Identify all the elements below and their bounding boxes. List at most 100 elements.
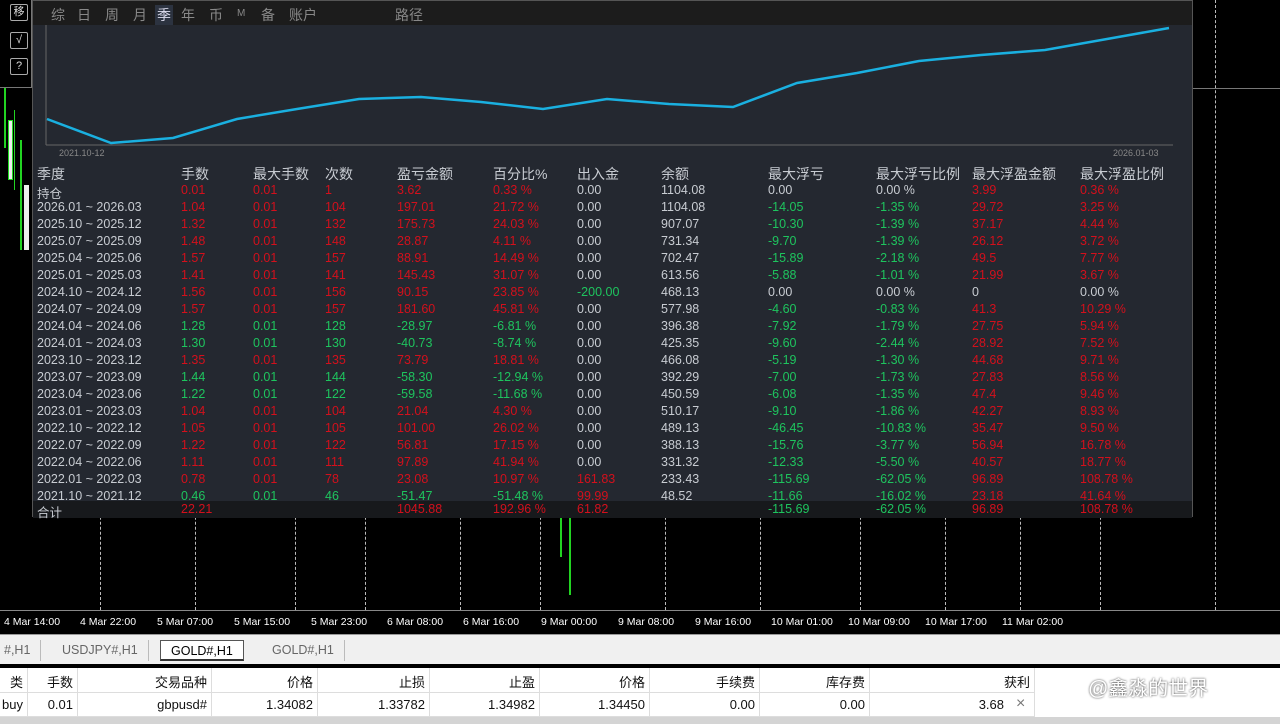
order-cell-5: 1.34982 xyxy=(430,693,540,717)
cell-最大浮亏: -15.89 xyxy=(768,251,804,265)
tab-5[interactable]: 年 xyxy=(181,7,195,23)
cell-最大浮盈比例: 5.94 % xyxy=(1080,319,1119,333)
tab-1[interactable]: 日 xyxy=(77,7,91,23)
column-header-0[interactable]: 类型 xyxy=(0,668,28,709)
cell-季度: 2025.07 ~ 2025.09 xyxy=(37,234,142,248)
cell-百分比%: -12.94 % xyxy=(493,370,544,384)
cell-最大浮亏比例: -16.02 % xyxy=(876,489,927,503)
cell-次数: 157 xyxy=(325,302,346,316)
cell-手数: 1.04 xyxy=(181,404,206,418)
cell-最大浮盈比例: 最大浮盈比例 xyxy=(1080,166,1164,182)
cell-次数: 122 xyxy=(325,438,346,452)
column-header-5[interactable]: 止盈 xyxy=(430,668,540,693)
cell-季度: 2025.04 ~ 2025.06 xyxy=(37,251,142,265)
cell-出入金: 0.00 xyxy=(577,200,602,214)
cell-最大浮盈金额: 21.99 xyxy=(972,268,1004,282)
grid-line xyxy=(1215,0,1216,610)
order-cell-1: 0.01 xyxy=(28,693,78,717)
tab-9[interactable]: 账户 xyxy=(289,7,317,23)
cell-出入金: 161.83 xyxy=(577,472,616,486)
cell-最大浮盈金额: 最大浮盈金额 xyxy=(972,166,1056,182)
cell-次数: 130 xyxy=(325,336,346,350)
column-header-9[interactable]: 获利 xyxy=(870,668,1035,693)
cell-最大浮盈金额: 35.47 xyxy=(972,421,1004,435)
table-row: 2023.10 ~ 2023.12 1.35 0.01 135 73.79 18.81 %… xyxy=(33,352,1192,369)
cell-手数: 0.46 xyxy=(181,489,206,503)
column-header-7[interactable]: 手续费 xyxy=(650,668,760,693)
cell-最大浮亏: 0.00 xyxy=(768,285,793,299)
cell-最大浮盈金额: 44.68 xyxy=(972,353,1004,367)
table-row: 2025.04 ~ 2025.06 1.57 0.01 157 88.91 14.49 %… xyxy=(33,250,1192,267)
tab-10[interactable]: 路径 xyxy=(395,7,423,23)
column-header-3[interactable]: 价格 xyxy=(212,668,318,693)
cell-最大浮亏比例: 0.00 % xyxy=(876,183,915,197)
cell-百分比%: -11.68 % xyxy=(493,387,543,401)
tab-4[interactable]: 季 xyxy=(155,5,173,25)
cell-余额: 510.17 xyxy=(661,404,700,418)
cell-出入金: 0.00 xyxy=(577,336,602,350)
cell-季度: 2023.01 ~ 2023.03 xyxy=(37,404,142,418)
chart-tab[interactable]: GOLD#,H1 xyxy=(160,640,244,661)
cell-季度: 2021.10 ~ 2021.12 xyxy=(37,489,142,503)
cell-出入金: 61.82 xyxy=(577,502,609,516)
cell-次数: 104 xyxy=(325,200,346,214)
check-button[interactable]: √ xyxy=(10,32,28,49)
cell-余额: 388.13 xyxy=(661,438,700,452)
column-header-6[interactable]: 价格 xyxy=(540,668,650,693)
cell-最大浮盈比例: 7.52 % xyxy=(1080,336,1119,350)
watermark: @鑫淼的世界 xyxy=(1088,678,1209,700)
cell-季度: 2024.07 ~ 2024.09 xyxy=(37,302,142,316)
candle xyxy=(24,185,29,250)
cell-手数: 1.48 xyxy=(181,234,206,248)
cell-手数: 1.22 xyxy=(181,438,206,452)
tab-8[interactable]: 备 xyxy=(261,7,275,23)
cell-季度: 合计 xyxy=(37,506,63,520)
cell-最大浮盈金额: 37.17 xyxy=(972,217,1004,231)
chart-tab[interactable]: GOLD#,H1 xyxy=(262,640,345,661)
cell-手数: 1.44 xyxy=(181,370,206,384)
cell-最大浮盈金额: 28.92 xyxy=(972,336,1004,350)
help-button[interactable]: ? xyxy=(10,58,28,75)
cell-季度: 季度 xyxy=(37,166,65,182)
cell-最大浮盈金额: 23.18 xyxy=(972,489,1004,503)
chart-tab[interactable]: USDJPY#,H1 xyxy=(52,640,149,661)
cell-余额: 702.47 xyxy=(661,251,700,265)
cell-余额: 613.56 xyxy=(661,268,700,282)
cell-余额: 233.43 xyxy=(661,472,700,486)
table-row: 2024.04 ~ 2024.06 1.28 0.01 128 -28.97 -6.81 … xyxy=(33,318,1192,335)
order-row[interactable]: buy 0.01 gbpusd# 1.34082 1.33782 1.34982 1.344… xyxy=(0,693,1280,717)
time-label: 4 Mar 14:00 xyxy=(4,616,61,628)
cell-手数: 1.30 xyxy=(181,336,206,350)
cell-最大浮盈比例: 0.36 % xyxy=(1080,183,1119,197)
cell-最大浮亏: -14.05 xyxy=(768,200,804,214)
cell-最大浮盈比例: 10.29 % xyxy=(1080,302,1126,316)
cell-最大浮亏: -6.08 xyxy=(768,387,797,401)
cell-次数: 46 xyxy=(325,489,339,503)
cell-盈亏金额: 3.62 xyxy=(397,183,422,197)
cell-最大浮亏: -9.10 xyxy=(768,404,797,418)
column-header-4[interactable]: 止损 xyxy=(318,668,430,693)
move-button[interactable]: 移 xyxy=(10,4,28,21)
cell-最大浮盈比例: 3.67 % xyxy=(1080,268,1119,282)
close-order-icon[interactable]: × xyxy=(1016,695,1026,712)
cell-季度: 2022.01 ~ 2022.03 xyxy=(37,472,142,486)
candle xyxy=(8,120,13,180)
cell-盈亏金额: 181.60 xyxy=(397,302,436,316)
column-header-8[interactable]: 库存费 xyxy=(760,668,870,693)
chart-tab[interactable]: #,H1 xyxy=(0,640,42,661)
cell-盈亏金额: 56.81 xyxy=(397,438,429,452)
column-header-1[interactable]: 手数 xyxy=(28,668,78,693)
tab-2[interactable]: 周 xyxy=(105,7,119,23)
cell-季度: 2022.04 ~ 2022.06 xyxy=(37,455,142,469)
tab-0[interactable]: 综 xyxy=(51,7,65,23)
cell-次数: 156 xyxy=(325,285,346,299)
column-header-2[interactable]: 交易品种 xyxy=(78,668,212,693)
cell-最大手数: 0.01 xyxy=(253,438,278,452)
chart-start-date: 2021.10-12 xyxy=(59,148,105,158)
tab-3[interactable]: 月 xyxy=(133,7,147,23)
tab-7[interactable]: M xyxy=(237,8,246,19)
cell-最大浮亏比例: -0.83 % xyxy=(876,302,920,316)
table-row: 2024.07 ~ 2024.09 1.57 0.01 157 181.60 45.81 … xyxy=(33,301,1192,318)
tab-6[interactable]: 币 xyxy=(209,7,223,23)
cell-最大浮亏: -4.60 xyxy=(768,302,797,316)
